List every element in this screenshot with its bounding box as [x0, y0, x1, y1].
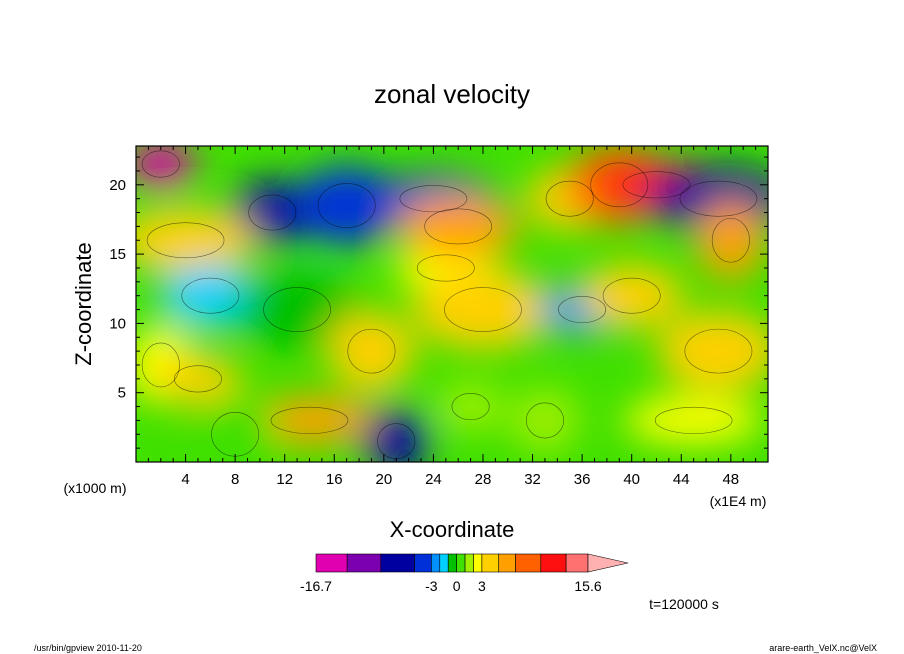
field-region: [236, 269, 359, 350]
colorbar-tick-labels: -16.7 -3 0 3 15.6: [300, 578, 602, 594]
field-region: [362, 409, 431, 462]
contour-line: [525, 402, 564, 439]
colorbar-tick-label: -16.7: [300, 578, 332, 594]
colorbar-segment: [540, 553, 567, 573]
colorbar-segment: [456, 553, 466, 573]
colorbar-extend-arrow: [587, 553, 629, 573]
x-tick-label: 4: [181, 471, 189, 488]
field-region: [397, 194, 520, 259]
x-unit-left: (x1000 m): [63, 480, 126, 496]
y-axis-ticks: 5 10 15 20: [109, 156, 768, 449]
time-label: t=120000 s: [649, 596, 719, 612]
x-tick-label: 48: [722, 471, 739, 488]
colorbar-segment: [464, 553, 474, 573]
contour-line: [317, 183, 376, 228]
contour-line: [146, 222, 225, 259]
field-region: [436, 382, 505, 431]
x-tick-label: 44: [673, 471, 690, 488]
field-region: [696, 200, 765, 281]
contour-line: [347, 328, 396, 374]
x-tick-label: 8: [231, 471, 239, 488]
colorbar-segment: [346, 553, 382, 573]
contour-line: [590, 162, 649, 208]
field-regions: [136, 146, 768, 462]
contour-line: [248, 194, 297, 231]
colorbar-segment: [515, 553, 542, 573]
x-tick-label: 36: [574, 471, 591, 488]
contour-line: [711, 217, 750, 263]
x-tick-label: 12: [276, 471, 293, 488]
y-axis-label: Z-coordinate: [71, 242, 96, 366]
contour-line: [602, 277, 661, 314]
field-region: [412, 269, 553, 350]
field-region: [192, 394, 279, 462]
y-tick-label: 20: [109, 177, 126, 194]
colorbar-tick-label: -3: [425, 578, 438, 594]
colorbar-segment: [565, 553, 589, 573]
colorbar-tick-label: 15.6: [574, 578, 601, 594]
contour-line: [141, 150, 180, 178]
colorbar-tick-label: 3: [478, 578, 486, 594]
field-region: [579, 263, 684, 328]
x-axis-label: X-coordinate: [390, 517, 515, 542]
colorbar-segment: [380, 553, 415, 573]
colorbar-segment: [315, 553, 348, 573]
plot-area: [136, 146, 768, 462]
x-axis-ticks: 4 8 12 16 20 24 28 32 36 40 44 48: [147, 146, 757, 488]
chart-title: zonal velocity: [374, 79, 530, 109]
field-region: [328, 311, 415, 392]
x-tick-label: 20: [375, 471, 392, 488]
contour-line: [451, 393, 490, 421]
x-tick-label: 32: [524, 471, 541, 488]
y-tick-label: 10: [109, 315, 126, 332]
colorbar-segment: [439, 553, 449, 573]
colorbar-segment: [473, 553, 483, 573]
footer-right: arare-earth_VelX.nc@VelX: [769, 643, 877, 653]
contour-line: [270, 406, 349, 434]
contour-line: [679, 180, 758, 217]
field-region: [136, 208, 256, 273]
contour-line: [399, 185, 468, 213]
colorbar-segment: [414, 553, 432, 573]
plot-frame: [135, 145, 769, 463]
contour-lines: [141, 150, 758, 460]
colorbar-segment: [481, 553, 500, 573]
y-tick-label: 5: [118, 385, 126, 402]
x-tick-label: 24: [425, 471, 442, 488]
field-region: [229, 180, 316, 245]
colorbar-tick-label: 0: [453, 578, 461, 594]
colorbar-segment: [431, 553, 441, 573]
x-tick-label: 40: [623, 471, 640, 488]
field-region: [294, 165, 399, 246]
x-unit-right: (x1E4 m): [710, 493, 767, 509]
colorbar: [315, 553, 629, 573]
field-region: [657, 311, 768, 392]
contour-line: [174, 365, 222, 393]
colorbar-segment: [498, 553, 516, 573]
contour-line: [444, 287, 522, 332]
x-tick-label: 28: [475, 471, 492, 488]
colorbar-segment: [447, 553, 457, 573]
contour-line: [558, 296, 607, 324]
x-tick-label: 16: [326, 471, 343, 488]
field-region: [154, 354, 241, 403]
contour-line: [545, 180, 594, 217]
contour-line: [622, 171, 691, 199]
y-tick-label: 15: [109, 246, 126, 263]
field-region: [136, 146, 195, 189]
footer-left: /usr/bin/gpview 2010-11-20: [34, 643, 142, 653]
field-region: [623, 396, 764, 445]
contour-line: [181, 277, 240, 314]
contour-line: [263, 287, 331, 332]
contour-line: [684, 328, 753, 374]
contour-line: [416, 254, 475, 282]
contour-line: [654, 406, 733, 434]
contour-line: [141, 342, 180, 388]
field-region: [510, 388, 579, 453]
contour-line: [424, 208, 493, 245]
